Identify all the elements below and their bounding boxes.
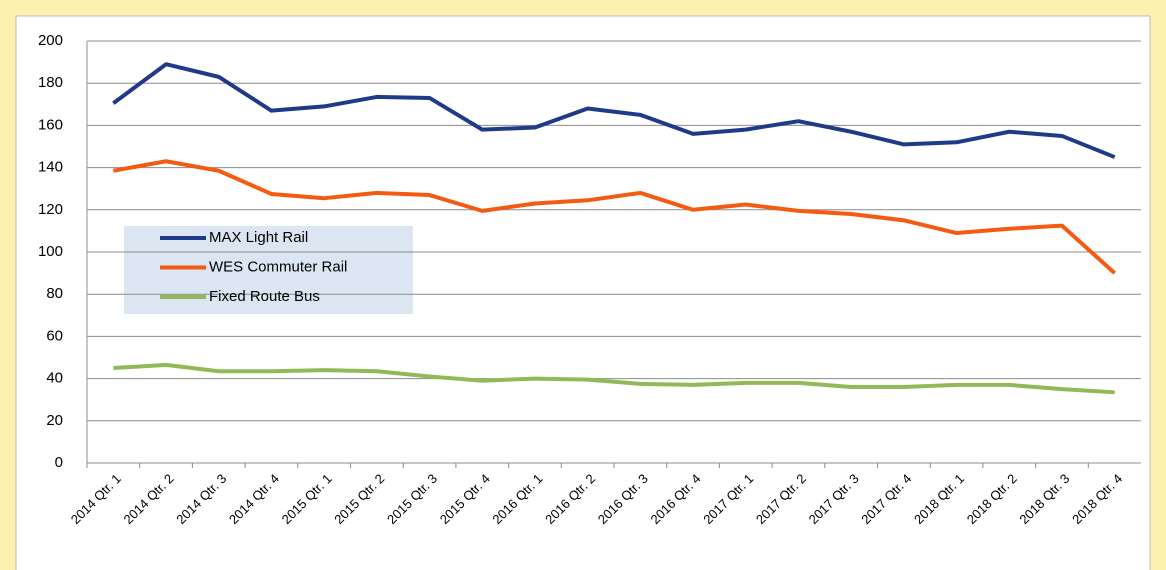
- series-line: [113, 362, 1115, 395]
- y-tick-label: 0: [55, 454, 63, 471]
- y-tick-label: 60: [46, 327, 63, 344]
- y-tick-label: 180: [38, 74, 63, 91]
- y-tick-label: 20: [46, 412, 63, 429]
- y-tick-label: 140: [38, 159, 63, 176]
- y-tick-label: 160: [38, 116, 63, 133]
- series-line: [112, 159, 1116, 275]
- legend-label: WES Commuter Rail: [209, 258, 347, 275]
- y-tick-label: 80: [46, 285, 63, 302]
- y-tick-label: 40: [46, 370, 63, 387]
- y-tick-label: 200: [38, 32, 63, 49]
- legend-box: [124, 226, 413, 314]
- legend-label: MAX Light Rail: [209, 229, 308, 246]
- series-line: [112, 62, 1116, 159]
- y-tick-label: 120: [38, 201, 63, 218]
- y-tick-label: 100: [38, 243, 63, 260]
- legend-label: Fixed Route Bus: [209, 288, 320, 305]
